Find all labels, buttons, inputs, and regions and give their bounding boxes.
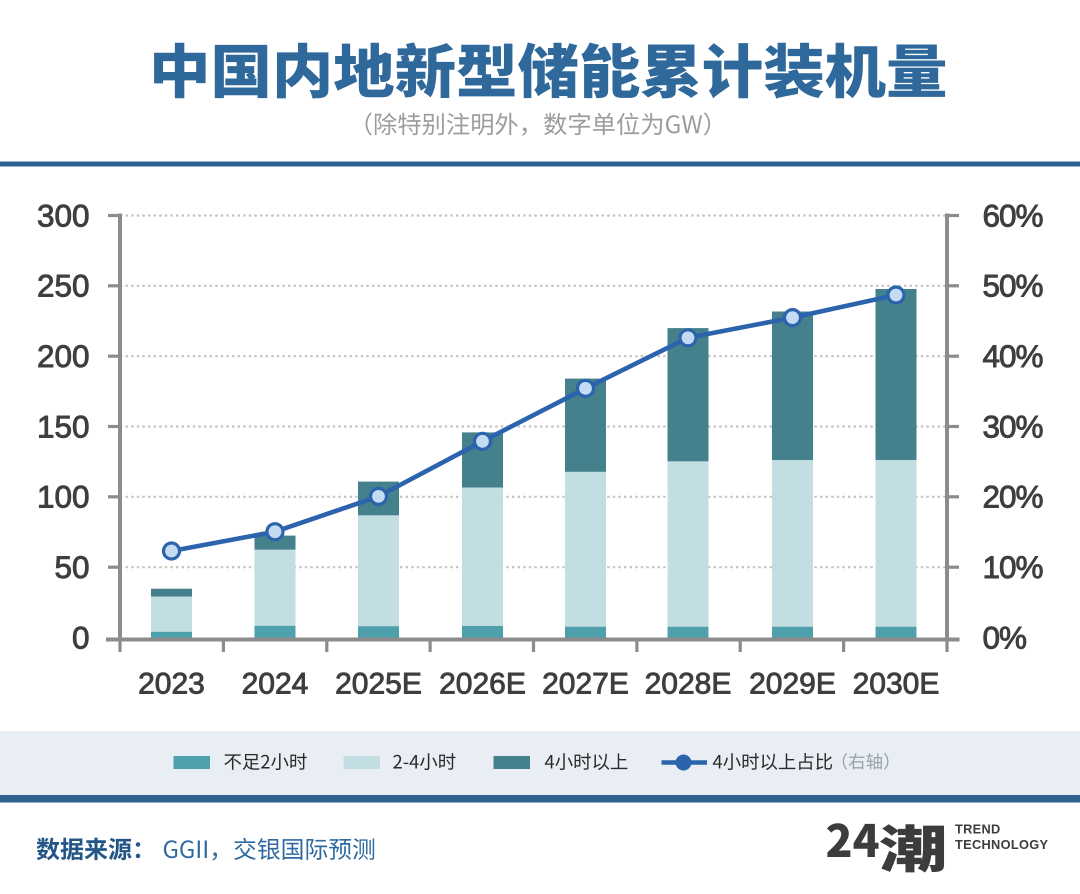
svg-text:2029E: 2029E [749, 668, 836, 701]
svg-text:200: 200 [37, 338, 90, 374]
svg-text:0: 0 [72, 619, 90, 655]
svg-text:2030E: 2030E [853, 668, 940, 701]
svg-text:2027E: 2027E [542, 668, 629, 701]
svg-text:50: 50 [54, 549, 89, 585]
svg-text:10%: 10% [983, 549, 1043, 585]
svg-text:50%: 50% [983, 268, 1043, 304]
svg-text:2026E: 2026E [439, 668, 526, 701]
svg-text:60%: 60% [983, 197, 1043, 233]
svg-text:2023: 2023 [138, 668, 205, 701]
svg-text:300: 300 [37, 197, 90, 233]
svg-text:40%: 40% [983, 338, 1043, 374]
svg-text:0%: 0% [983, 619, 1027, 655]
svg-text:2025E: 2025E [335, 668, 422, 701]
svg-text:TREND: TREND [955, 822, 1001, 837]
svg-text:250: 250 [37, 268, 90, 304]
svg-text:TECHNOLOGY: TECHNOLOGY [955, 837, 1048, 852]
svg-text:2024: 2024 [242, 668, 309, 701]
svg-text:30%: 30% [983, 408, 1043, 444]
svg-text:2028E: 2028E [645, 668, 732, 701]
svg-text:150: 150 [37, 408, 90, 444]
svg-text:20%: 20% [983, 479, 1043, 515]
svg-text:100: 100 [37, 479, 90, 515]
